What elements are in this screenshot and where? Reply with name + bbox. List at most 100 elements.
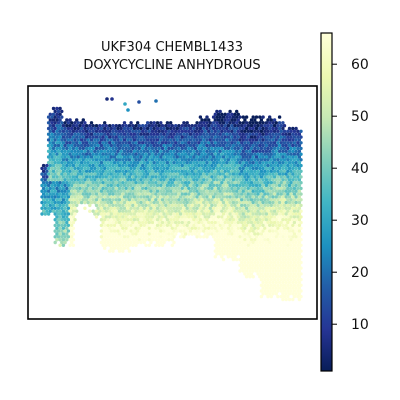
spot: [231, 246, 236, 250]
spot: [121, 175, 125, 179]
spot: [165, 218, 170, 222]
spot: [226, 238, 231, 242]
spot: [292, 220, 297, 225]
spot: [137, 152, 141, 156]
spot: [226, 124, 231, 128]
spot: [197, 141, 201, 145]
spot: [225, 235, 229, 239]
spot: [203, 209, 207, 213]
spot: [157, 152, 161, 156]
spot: [40, 206, 44, 210]
spot: [89, 161, 94, 165]
spot: [187, 192, 191, 196]
spot: [71, 163, 76, 168]
spot: [243, 152, 247, 156]
spot: [119, 212, 123, 216]
spot: [197, 198, 201, 202]
spot: [210, 135, 214, 139]
spot: [221, 235, 226, 239]
spot: [65, 152, 69, 156]
spot: [272, 243, 277, 247]
spot: [139, 223, 143, 228]
spot: [108, 215, 112, 219]
spot: [202, 138, 206, 142]
spot: [119, 240, 123, 245]
spot: [213, 198, 217, 202]
spot: [71, 220, 76, 225]
spot: [88, 124, 92, 128]
spot: [276, 266, 280, 270]
spot: [235, 126, 239, 131]
spot: [253, 135, 257, 139]
spot: [155, 121, 160, 125]
spot: [103, 218, 107, 222]
spot: [195, 138, 199, 142]
spot: [287, 252, 292, 256]
spot: [89, 189, 94, 193]
spot: [291, 218, 295, 222]
spot: [240, 226, 244, 230]
spot: [68, 175, 72, 179]
spot: [261, 155, 265, 159]
spot: [43, 189, 47, 193]
spot: [282, 186, 287, 191]
spot: [116, 172, 120, 176]
spot: [294, 246, 298, 250]
spot: [70, 166, 74, 171]
spot: [145, 200, 150, 205]
spot: [94, 129, 99, 133]
spot: [223, 129, 227, 133]
spot: [226, 198, 231, 202]
spot: [287, 161, 292, 165]
spot: [96, 200, 100, 205]
spot: [159, 229, 163, 233]
spot: [136, 223, 140, 228]
spot: [108, 243, 112, 247]
spot: [63, 218, 67, 222]
spot: [286, 192, 290, 196]
spot: [193, 226, 198, 230]
spot: [225, 132, 229, 136]
spot: [75, 181, 79, 185]
spot: [142, 126, 146, 131]
spot: [213, 203, 217, 208]
spot: [127, 215, 132, 219]
spot: [292, 169, 297, 173]
spot: [63, 143, 67, 148]
spot: [131, 243, 135, 247]
spot: [131, 152, 135, 156]
spot: [208, 195, 212, 199]
spot: [277, 269, 282, 273]
spot: [53, 229, 57, 233]
spot: [284, 161, 288, 165]
spot: [50, 166, 54, 171]
spot: [228, 235, 232, 239]
spot: [294, 275, 298, 279]
spot: [139, 143, 143, 148]
spot: [259, 124, 264, 128]
spot: [160, 146, 165, 151]
spot: [134, 124, 138, 128]
spot: [150, 158, 155, 162]
spot: [65, 203, 69, 208]
spot: [183, 141, 188, 145]
spot: [268, 178, 272, 182]
spot: [276, 209, 280, 213]
spot: [236, 186, 240, 191]
spot: [291, 280, 295, 285]
spot: [117, 152, 122, 156]
spot: [281, 200, 285, 205]
spot: [243, 209, 247, 213]
spot: [160, 192, 165, 196]
spot: [165, 200, 170, 205]
spot: [111, 198, 115, 202]
spot: [185, 195, 189, 199]
spot: [215, 109, 219, 114]
spot: [149, 121, 153, 125]
spot: [137, 220, 141, 225]
spot: [238, 126, 242, 131]
spot: [249, 243, 254, 247]
spot: [155, 229, 160, 233]
spot: [207, 220, 211, 225]
spot: [169, 121, 173, 125]
